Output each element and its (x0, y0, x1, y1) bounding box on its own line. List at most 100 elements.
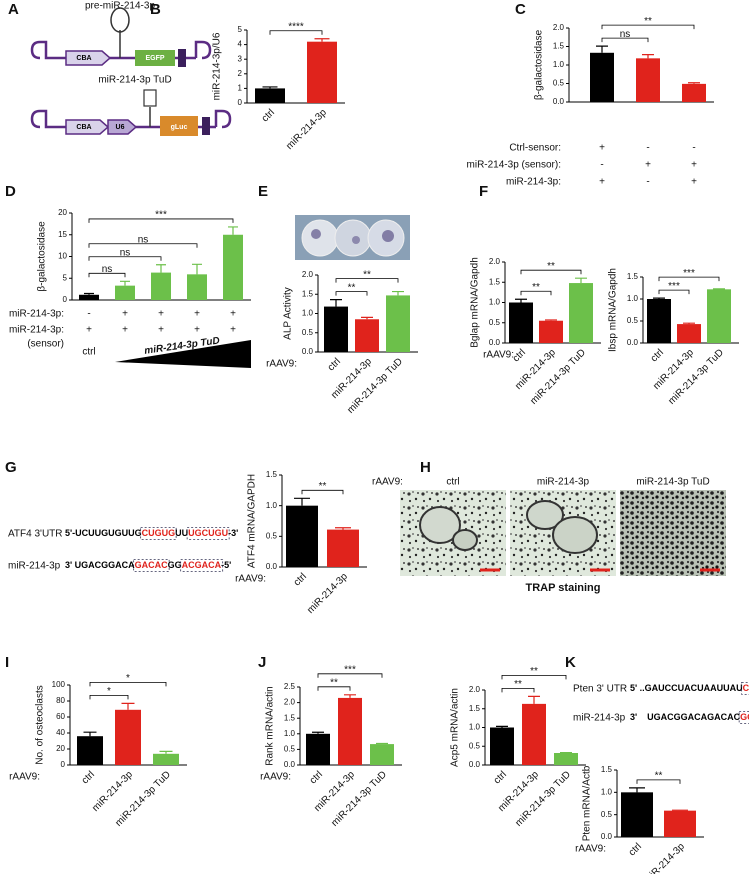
bar (115, 709, 141, 765)
y-tick-label: 1.0 (469, 723, 481, 732)
significance-label: ns (102, 264, 113, 275)
y-tick-label: 1.5 (469, 704, 481, 713)
significance-bracket (501, 674, 567, 680)
y-tick-label: 80 (56, 696, 65, 705)
panel-letter: C (515, 1, 526, 18)
error-bar (528, 695, 540, 704)
bar (682, 83, 706, 102)
bar (355, 319, 379, 352)
y-tick-label: 1.5 (284, 713, 296, 722)
sequence-segment: CUGUG (142, 528, 176, 538)
table-mark: + (645, 160, 651, 171)
table-mark: + (230, 325, 236, 336)
panel-letter: J (258, 654, 266, 671)
y-tick-label: 1.0 (489, 298, 501, 307)
y-tick-label: 1.0 (601, 787, 613, 796)
y-axis-label: β-galactosidase (37, 221, 48, 292)
error-bar (192, 263, 202, 275)
y-tick-label: 2.0 (284, 698, 296, 707)
y-tick-label: 0.0 (266, 562, 278, 571)
y-tick-label: 1.0 (627, 294, 639, 303)
x-tick-label: ctrl (326, 356, 343, 373)
bar (223, 234, 243, 300)
sequence-segment: GG (168, 560, 182, 570)
y-tick-label: 0.5 (302, 328, 314, 337)
y-axis-label: ATF4 mRNA/GAPDH (247, 474, 258, 568)
bar (79, 294, 99, 300)
y-tick-label: 0.5 (627, 316, 639, 325)
pairing-box (738, 710, 749, 724)
construct-part: CBA (76, 55, 91, 62)
bar (327, 529, 359, 567)
bar (306, 733, 330, 765)
significance-label: ** (655, 771, 663, 782)
sequence-segment: UGCUGU (188, 528, 228, 538)
error-bar (653, 297, 665, 299)
bar (307, 41, 337, 103)
x-tick-label: miR-214-3p TuD (513, 769, 573, 829)
pairing-box (140, 526, 177, 540)
table-mark: + (194, 325, 200, 336)
x-tick-label: miR-214-3p TuD (528, 347, 588, 407)
significance-bracket (335, 291, 368, 296)
sequence-label: ATF4 3'UTR (8, 529, 63, 540)
error-bar (629, 787, 645, 793)
sequence-segment: UU (175, 528, 188, 538)
significance-bracket (88, 243, 198, 248)
y-tick-label: 0.0 (284, 760, 296, 769)
significance-label: *** (683, 268, 695, 279)
error-bar (683, 322, 695, 325)
panel-letter: A (8, 1, 19, 18)
y-tick-label: 1.5 (553, 42, 565, 51)
y-tick-label: 0.0 (627, 338, 639, 347)
y-tick-label: 0.5 (553, 79, 565, 88)
construct-diagram (30, 40, 232, 129)
x-tick-label: ctrl (292, 571, 309, 588)
x-tick-label: ctrl (308, 769, 325, 786)
bar (539, 320, 563, 343)
x-tick-label: miR-214-3p TuD (345, 356, 405, 416)
table-mark: + (599, 143, 605, 154)
table-mark: + (86, 325, 92, 336)
y-axis-label: Ibsp mRNA/Gapdh (608, 268, 619, 352)
significance-label: ** (514, 679, 522, 690)
y-tick-label: 2.0 (469, 685, 481, 694)
significance-bracket (520, 269, 582, 275)
x-tick-label: ctrl (627, 841, 644, 858)
sequence-segment: 3' UGACGGACAGACAC (630, 712, 741, 722)
pairing-box (180, 558, 224, 572)
y-axis-label: Acp5 mRNA/actin (450, 688, 461, 767)
significance-bracket (658, 289, 690, 295)
significance-bracket (88, 256, 162, 261)
group-label: rAAV9: (372, 477, 403, 488)
sequence-segment: 5' ..GAUCCUACUAAUUAU (630, 683, 743, 693)
construct-part: CBA (76, 124, 91, 131)
construct-part: gLuc (171, 124, 188, 131)
error-bar (515, 298, 527, 303)
bar (370, 744, 394, 765)
y-tick-label: 0 (63, 295, 68, 304)
error-bar (575, 277, 587, 284)
table-row-label: miR-214-3p: (9, 309, 64, 320)
y-tick-label: 20 (56, 744, 65, 753)
significance-bracket (335, 278, 399, 283)
y-axis-label: Bglap mRNA/Gapdh (470, 257, 481, 348)
bar (187, 274, 207, 300)
significance-bracket (636, 779, 681, 784)
group-label: rAAV9: (266, 359, 297, 370)
error-bar (228, 226, 238, 235)
significance-label: ns (138, 234, 149, 245)
table-mark: - (646, 177, 649, 188)
y-tick-label: 0.0 (469, 760, 481, 769)
significance-label: ** (348, 282, 356, 293)
panel-letter: I (5, 654, 9, 671)
y-tick-label: 15 (58, 230, 67, 239)
sequence-segment: 3' UGACGGACA (65, 560, 135, 570)
error-bar (344, 694, 356, 698)
y-tick-label: 0.5 (284, 745, 296, 754)
y-tick-label: 0.0 (302, 347, 314, 356)
y-tick-label: 2.0 (302, 270, 314, 279)
gradient-wedge (115, 340, 251, 368)
significance-bracket (269, 30, 323, 35)
